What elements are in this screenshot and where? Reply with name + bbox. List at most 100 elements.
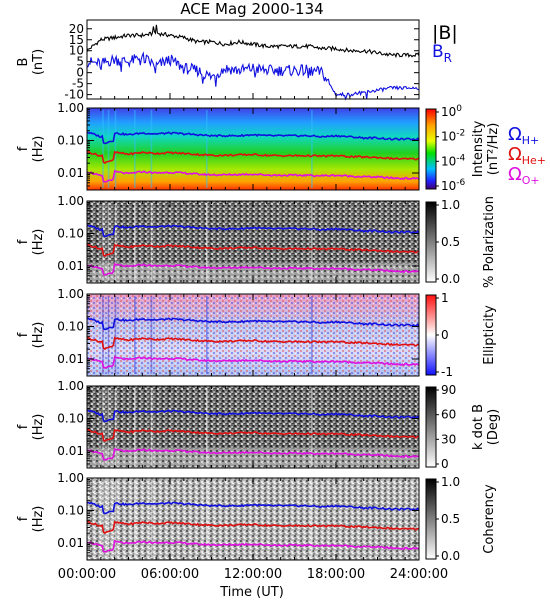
legend-br-main: B <box>432 42 444 62</box>
gyro-h-line <box>86 501 420 515</box>
freq-tick-label: 0.10 <box>57 412 84 426</box>
spectrogram-panel-5: 1.00 0.10 0.01 f (Hz) 1.0 0.5 0.0 Coherency <box>16 471 497 563</box>
spectrogram-streak <box>107 110 110 188</box>
colorbar-unit: (Deg) <box>486 409 501 445</box>
colorbar <box>425 294 437 376</box>
freq-tick-label: 1.00 <box>57 101 84 115</box>
colorbar-tick-label: 30 <box>441 432 456 446</box>
colorbar-tick-label: 90 <box>441 383 456 397</box>
freq-yunit: (Hz) <box>31 414 46 441</box>
spectrogram-streak <box>205 203 208 281</box>
time-tick-label: 12:00:00 <box>224 567 282 582</box>
gyro-o-line <box>86 355 419 369</box>
freq-yunit: (Hz) <box>31 229 46 256</box>
legend-omega-h: ΩH+ <box>508 124 539 147</box>
spectrogram-streak <box>311 296 313 374</box>
spectrogram-streak <box>311 480 313 558</box>
freq-tick-label: 1.00 <box>57 471 84 485</box>
spectrogram-streak <box>102 480 104 558</box>
spectrogram-streak <box>311 388 313 466</box>
legend-omega-he-main: Ω <box>508 144 522 165</box>
b-tick-label: 10 <box>69 44 84 58</box>
b-field-ylabel: B <box>16 58 31 67</box>
spectrogram-streak <box>107 203 110 281</box>
legend-omega-he-sub: He+ <box>522 154 546 167</box>
gyro-he-line <box>86 336 420 350</box>
figure-title: ACE Mag 2000-134 <box>180 0 323 18</box>
freq-tick-label: 0.01 <box>57 536 84 550</box>
colorbar-tick-label: 1 <box>441 291 449 305</box>
freq-tick-label: 1.00 <box>57 194 84 208</box>
freq-ylabel: f <box>16 146 31 151</box>
b-field-traces <box>86 24 420 101</box>
legend-br-sub: R <box>444 51 452 65</box>
spectrogram-streak <box>102 110 104 188</box>
spectrogram-streak <box>102 203 104 281</box>
freq-tick-label: 0.10 <box>57 134 84 148</box>
spectrogram-panel-1: 1.00 0.10 0.01 f (Hz) 100 10-2 10-4 10-6 Intensit… <box>16 101 501 193</box>
spectrogram-streak <box>134 203 136 281</box>
freq-tick-label: 0.01 <box>57 259 84 273</box>
spectrogram-streak <box>107 388 110 466</box>
spectrogram-streak <box>134 296 136 374</box>
colorbar-tick-label: 60 <box>441 408 456 422</box>
time-tick-label: 18:00:00 <box>307 567 365 582</box>
series-br-line <box>86 51 419 101</box>
colorbar-tick-label: 0.5 <box>441 235 460 249</box>
colorbar-tick-label: 1.0 <box>441 475 460 489</box>
freq-ylabel: f <box>16 332 31 337</box>
b-field-frame <box>86 19 420 100</box>
spectrogram-streak <box>134 110 136 188</box>
spectrogram-streak <box>102 296 104 374</box>
spectrogram-streak <box>134 388 136 466</box>
spectrogram-streak <box>150 480 153 558</box>
spectrogram-streak <box>150 110 153 188</box>
gyro-h-line <box>86 409 420 423</box>
colorbar-title: Intensity <box>471 120 486 177</box>
freq-ylabel: f <box>16 239 31 244</box>
spectrogram-streak <box>205 296 208 374</box>
legend-omega-h-main: Ω <box>508 124 522 145</box>
spectrogram-streak <box>205 480 208 558</box>
spectrogram-streak <box>114 110 117 188</box>
spectrogram-streak <box>107 480 110 558</box>
spectrogram-texture <box>87 294 419 376</box>
colorbar-tick-exponent: -4 <box>456 153 465 163</box>
colorbar-tick-exponent: -2 <box>456 129 465 139</box>
gyro-he-line <box>86 428 420 442</box>
colorbar-tick-label: 0 <box>441 457 449 471</box>
spectrogram-streak <box>114 296 117 374</box>
gyro-he-line <box>86 243 420 257</box>
spectrogram-panels: 1.000.100.01f (Hz)10010-210-410-6Intensit… <box>16 101 501 563</box>
spectrogram-streak <box>102 388 104 466</box>
spectrogram-streak <box>150 388 153 466</box>
colorbar <box>425 386 437 468</box>
colorbar-title: k dot B <box>471 404 486 450</box>
colorbar-tick-label: 0 <box>441 328 449 342</box>
spectrogram-background <box>87 478 419 560</box>
gyro-he-line <box>86 150 420 164</box>
colorbar-tick-label: 0.0 <box>441 272 460 286</box>
freq-tick-label: 0.01 <box>57 166 84 180</box>
b-tick-label: 15 <box>69 33 84 47</box>
spectrogram-panel-2: 1.00 0.10 0.01 f (Hz) 1.0 0.5 0.0 % Polarization <box>16 194 497 288</box>
colorbar-tick-label: 0.0 <box>441 549 460 563</box>
b-tick-label: -5 <box>72 77 84 91</box>
colorbar-title: Ellipticity <box>482 305 497 365</box>
gyro-he-line <box>86 520 420 534</box>
series-bmag-line <box>86 24 420 59</box>
colorbar-tick-label: 1.0 <box>441 198 460 212</box>
b-tick-label: 0 <box>76 66 84 80</box>
colorbar <box>425 478 437 560</box>
legend-br: BR <box>432 42 452 65</box>
gyro-h-line <box>86 317 420 331</box>
legend-omega-h-sub: H+ <box>522 134 540 147</box>
spectrogram-streak <box>114 388 117 466</box>
time-axis: 00:00:00 06:00:00 12:00:00 18:00:00 24:00:00 <box>58 567 448 582</box>
colorbar-tick-label: 100 <box>441 104 462 119</box>
spectrogram-streak <box>311 203 313 281</box>
spectrogram-streak <box>107 296 110 374</box>
freq-tick-label: 0.10 <box>57 504 84 518</box>
freq-tick-label: 0.10 <box>57 320 84 334</box>
